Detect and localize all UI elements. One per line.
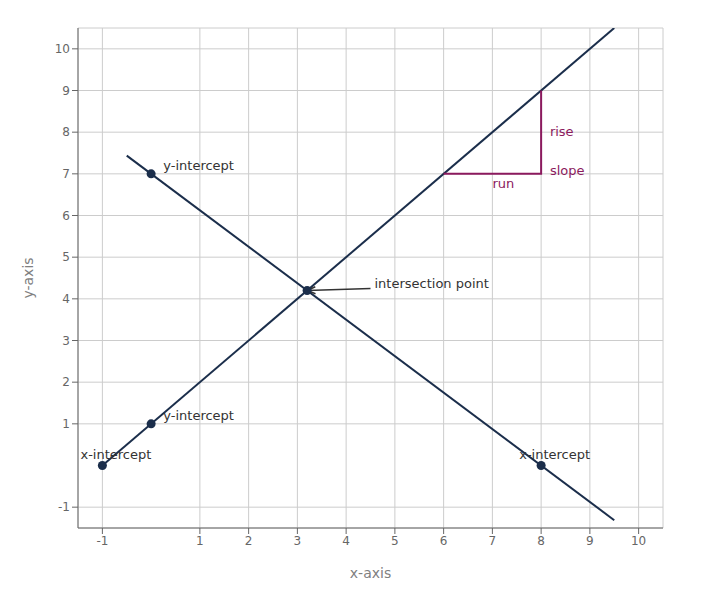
- svg-text:y-axis: y-axis: [20, 257, 36, 298]
- svg-text:3: 3: [62, 334, 70, 348]
- svg-text:9: 9: [586, 534, 594, 548]
- svg-text:7: 7: [489, 534, 497, 548]
- svg-text:7: 7: [62, 167, 70, 181]
- svg-text:10: 10: [631, 534, 646, 548]
- svg-text:4: 4: [62, 292, 70, 306]
- svg-text:-1: -1: [58, 500, 70, 514]
- svg-text:5: 5: [391, 534, 399, 548]
- svg-text:8: 8: [62, 125, 70, 139]
- svg-text:x-intercept: x-intercept: [519, 447, 590, 462]
- svg-text:intersection point: intersection point: [375, 276, 489, 291]
- svg-text:1: 1: [196, 534, 204, 548]
- svg-text:y-intercept: y-intercept: [163, 408, 234, 423]
- svg-text:10: 10: [55, 42, 70, 56]
- svg-text:6: 6: [440, 534, 448, 548]
- svg-text:1: 1: [62, 417, 70, 431]
- svg-text:9: 9: [62, 84, 70, 98]
- svg-text:y-intercept: y-intercept: [163, 158, 234, 173]
- svg-text:8: 8: [537, 534, 545, 548]
- svg-text:6: 6: [62, 209, 70, 223]
- svg-text:2: 2: [245, 534, 253, 548]
- svg-text:4: 4: [342, 534, 350, 548]
- svg-text:x-axis: x-axis: [350, 565, 391, 581]
- svg-text:slope: slope: [550, 163, 585, 178]
- svg-text:3: 3: [294, 534, 302, 548]
- svg-text:5: 5: [62, 250, 70, 264]
- svg-text:x-intercept: x-intercept: [80, 447, 151, 462]
- svg-text:-1: -1: [96, 534, 108, 548]
- svg-text:rise: rise: [550, 124, 574, 139]
- svg-text:2: 2: [62, 375, 70, 389]
- svg-text:run: run: [492, 176, 514, 191]
